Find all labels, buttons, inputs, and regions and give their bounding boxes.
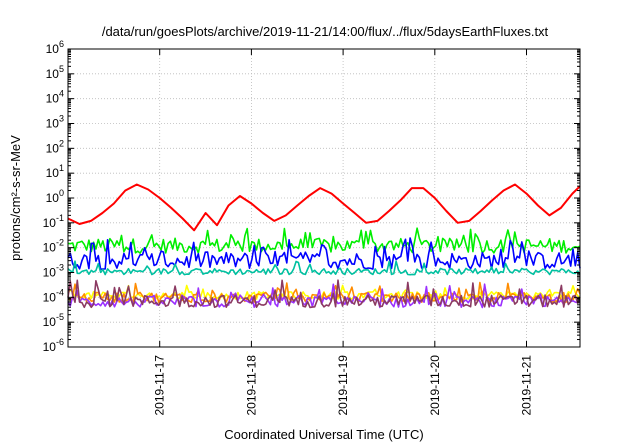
x-tick-label: 2019-11-20	[428, 355, 442, 416]
chart-title: /data/run/goesPlots/archive/2019-11-21/1…	[102, 24, 549, 39]
x-tick-label: 2019-11-18	[244, 355, 258, 416]
series-line-5	[67, 281, 581, 304]
grid	[68, 49, 580, 347]
x-axis: 2019-11-17 2019-11-18 2019-11-19 2019-11-20…	[153, 49, 534, 416]
x-tick-label: 2019-11-19	[336, 355, 350, 416]
x-tick-label: 2019-11-21	[520, 355, 534, 416]
y-axis-label: protons/cm²-s-sr-MeV	[8, 135, 23, 261]
series-group	[67, 183, 581, 309]
series-line-0	[67, 183, 581, 232]
series-line-2	[67, 237, 581, 270]
x-axis-label: Coordinated Universal Time (UTC)	[224, 427, 423, 442]
series-line-3	[67, 260, 581, 276]
series-line-1	[67, 227, 581, 254]
series-line-7	[67, 279, 581, 309]
x-tick-label: 2019-11-17	[153, 355, 167, 416]
